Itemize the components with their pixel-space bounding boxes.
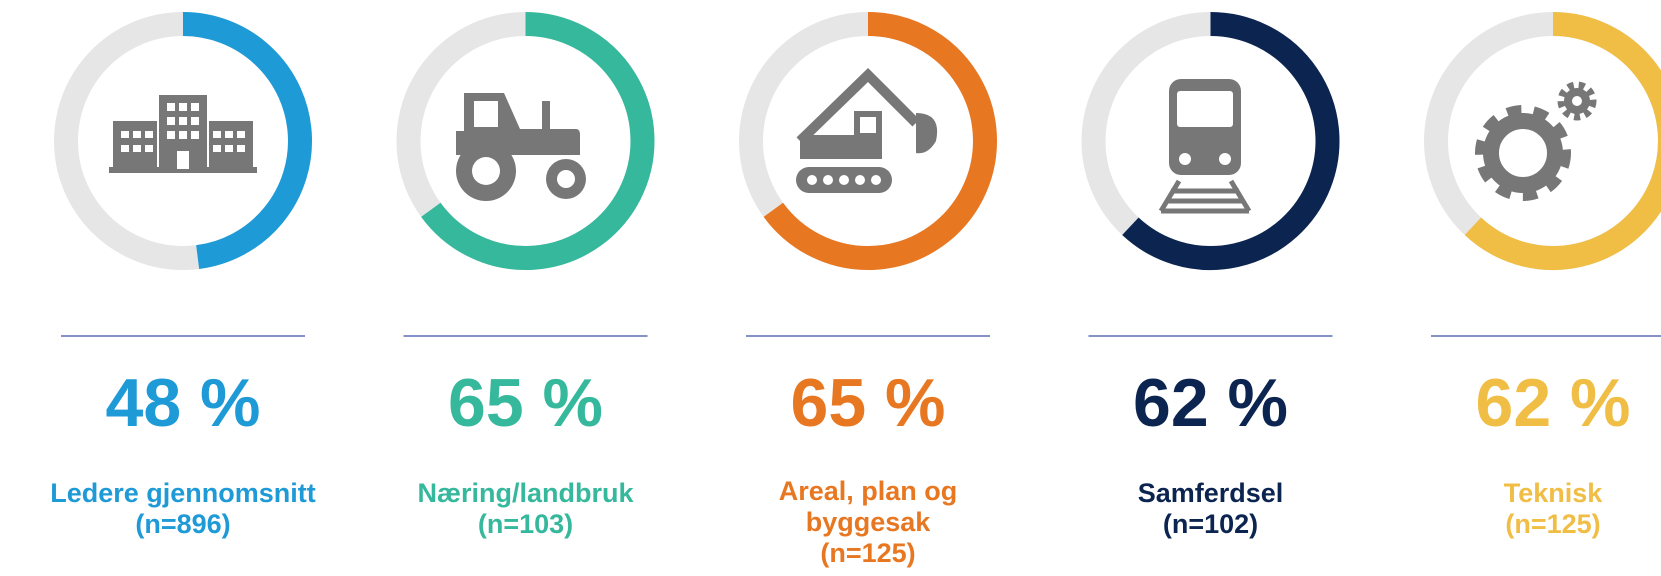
sample-size: (n=103)	[477, 509, 574, 539]
sample-size: (n=125)	[820, 538, 916, 568]
building-icon	[109, 95, 257, 173]
category-label: Ledere gjennomsnitt	[50, 478, 316, 508]
donut-arc	[182, 12, 312, 269]
category-label: Samferdsel	[1137, 478, 1284, 508]
percent-label: 62 %	[1475, 365, 1631, 441]
excavator-icon	[796, 67, 938, 193]
sample-size: (n=125)	[1505, 509, 1601, 539]
train-icon	[1158, 79, 1252, 214]
category-label: Teknisk	[1503, 478, 1603, 508]
donut-arc	[1122, 12, 1340, 270]
category-label: Næring/landbruk	[417, 478, 634, 508]
tractor-icon	[456, 93, 586, 201]
percent-label: 65 %	[790, 365, 946, 441]
gears-icon	[1475, 81, 1597, 201]
donut-arc	[1464, 12, 1661, 270]
donut-arc	[763, 12, 997, 270]
percent-label: 65 %	[448, 365, 603, 441]
category-label: Areal, plan og byggesak	[778, 476, 958, 537]
percent-label: 62 %	[1133, 365, 1288, 441]
percent-label: 48 %	[105, 365, 261, 441]
sample-size: (n=896)	[135, 509, 231, 539]
donut-arc	[421, 12, 655, 270]
sample-size: (n=102)	[1162, 509, 1259, 539]
